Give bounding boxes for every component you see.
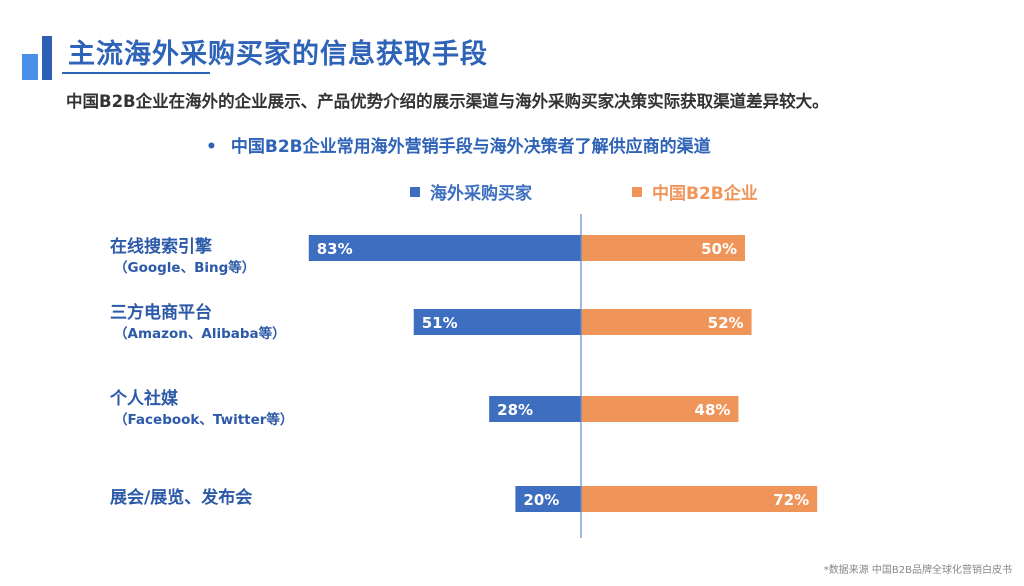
- data-label-enterprises-ecommerce: 52%: [708, 314, 744, 332]
- data-label-enterprises-search: 50%: [701, 240, 737, 258]
- data-label-buyers-social: 28%: [497, 401, 533, 419]
- data-label-buyers-search: 83%: [317, 240, 353, 258]
- category-main: 三方电商平台: [110, 303, 212, 323]
- logo-mark: [22, 36, 56, 80]
- data-source-note: *数据来源 中国B2B品牌全球化营销白皮书: [823, 565, 1012, 576]
- legend-item-buyers: 海外采购买家: [410, 179, 532, 204]
- legend-label-enterprises: 中国B2B企业: [652, 184, 758, 204]
- legend-swatch-buyers: [410, 186, 420, 197]
- category-label-exhibition: 展会/展览、发布会: [110, 487, 252, 509]
- logo-block-dark: [42, 36, 52, 80]
- category-main: 在线搜索引擎: [110, 237, 212, 257]
- title-underline: [62, 72, 210, 74]
- data-label-buyers-exhibition: 20%: [523, 491, 559, 509]
- bar-enterprises-social: [581, 396, 739, 422]
- bullet-dot: •: [206, 137, 217, 157]
- bar-buyers-exhibition: [515, 486, 581, 512]
- category-label-social: 个人社媒 （Facebook、Twitter等）: [110, 388, 293, 430]
- bar-enterprises-exhibition: [581, 486, 818, 512]
- category-main: 个人社媒: [110, 389, 178, 409]
- category-label-search: 在线搜索引擎 （Google、Bing等）: [110, 236, 255, 278]
- legend-swatch-enterprises: [632, 186, 642, 197]
- legend-item-enterprises: 中国B2B企业: [632, 179, 758, 204]
- category-sub: （Amazon、Alibaba等）: [114, 326, 286, 342]
- logo-block-light: [22, 54, 38, 80]
- chart-heading: • 中国B2B企业常用海外营销手段与海外决策者了解供应商的渠道: [206, 132, 711, 157]
- bar-enterprises-search: [581, 235, 745, 261]
- category-sub: （Google、Bing等）: [114, 260, 256, 276]
- bar-buyers-search: [308, 235, 581, 261]
- data-label-enterprises-social: 48%: [695, 401, 731, 419]
- category-sub: （Facebook、Twitter等）: [114, 412, 294, 428]
- legend-label-buyers: 海外采购买家: [430, 184, 532, 204]
- bar-enterprises-ecommerce: [581, 309, 752, 335]
- bar-buyers-social: [489, 396, 581, 422]
- data-label-enterprises-exhibition: 72%: [773, 491, 809, 509]
- chart-legend: 海外采购买家 中国B2B企业: [0, 179, 1024, 204]
- page-subtitle: 中国B2B企业在海外的企业展示、产品优势介绍的展示渠道与海外采购买家决策实际获取…: [66, 92, 829, 111]
- category-label-ecommerce: 三方电商平台 （Amazon、Alibaba等）: [110, 302, 286, 344]
- page-title: 主流海外采购买家的信息获取手段: [68, 39, 488, 70]
- category-main: 展会/展览、发布会: [110, 488, 253, 508]
- data-label-buyers-ecommerce: 51%: [422, 314, 458, 332]
- chart-heading-text: 中国B2B企业常用海外营销手段与海外决策者了解供应商的渠道: [230, 137, 711, 157]
- bar-buyers-ecommerce: [413, 309, 581, 335]
